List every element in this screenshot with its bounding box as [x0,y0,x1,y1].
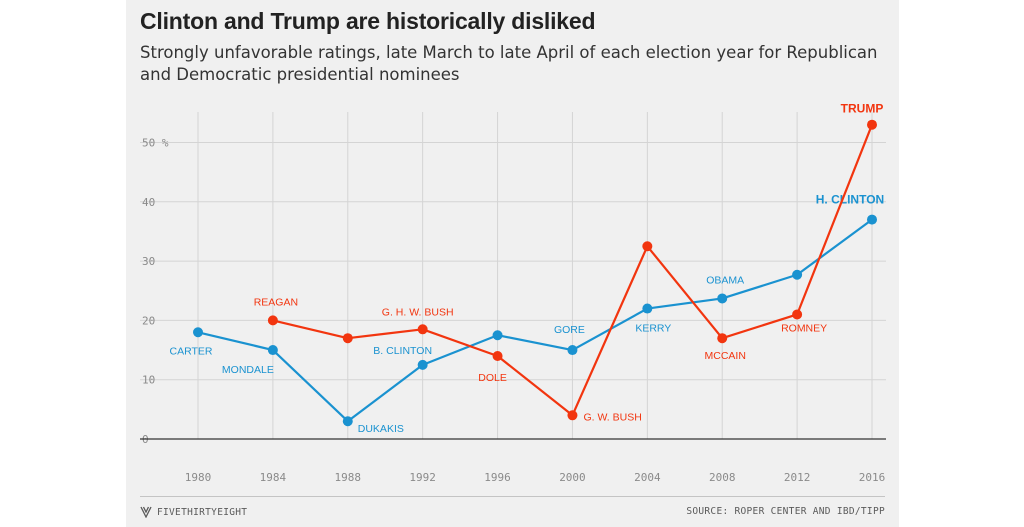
x-tick-label: 2012 [784,471,811,484]
x-tick-label: 1988 [335,471,362,484]
chart-subtitle: Strongly unfavorable ratings, late March… [140,43,878,84]
democratic-point-2000 [567,345,578,356]
democratic-point-1984 [267,345,278,356]
democratic-point-2008 [717,293,728,304]
chart-card: Clinton and Trump are historically disli… [126,0,899,527]
y-tick-label: 20 [142,314,155,327]
chart-title: Clinton and Trump are historically disli… [140,8,596,34]
democratic-label-1988: DUKAKIS [358,423,404,435]
x-tick-label: 2004 [634,471,661,484]
democratic-series-line [197,218,873,423]
source-note: SOURCE: ROPER CENTER AND IBD/TIPP [686,506,885,517]
democratic-point-1992 [417,359,428,370]
democratic-point-1988 [342,416,353,427]
y-tick-label: 10 [142,374,155,387]
democratic-point-1996 [492,330,503,341]
republican-point-2000 [567,410,578,421]
democratic-label-2016: H. CLINTON [816,193,884,207]
democratic-point-1980 [193,327,203,338]
x-tick-label: 2000 [559,471,586,484]
republican-point-1992 [417,324,428,335]
republican-point-1996 [492,350,503,361]
republican-point-1984 [267,315,278,326]
republican-point-2016 [867,119,877,130]
fivethirtyeight-logo-icon [140,506,152,518]
x-tick-label: 2008 [709,471,736,484]
republican-label-2000: G. W. BUSH [583,411,641,423]
y-tick-label: 40 [142,196,155,209]
republican-point-2008 [717,333,728,344]
republican-label-2016: TRUMP [841,102,884,116]
x-tick-label: 1980 [185,471,212,484]
brand-name: FIVETHIRTYEIGHT [157,506,248,518]
republican-label-2008: MCCAIN [705,350,746,362]
republican-label-1996: DOLE [478,372,507,384]
democratic-label-1984: MONDALE [222,364,274,376]
y-tick-label: 30 [142,255,155,268]
x-tick-label: 1996 [484,471,511,484]
line-chart: 01020304050 %198019841988199219962000200… [140,102,886,484]
democratic-point-2004 [642,303,653,314]
brand: FIVETHIRTYEIGHT [140,506,247,518]
democratic-label-2004: KERRY [635,323,671,335]
republican-point-1988 [342,333,353,344]
footer-divider [140,496,885,497]
republican-point-2004 [642,241,653,252]
republican-label-1984: REAGAN [254,296,298,308]
republican-label-1992: G. H. W. BUSH [382,306,454,318]
democratic-label-1992: B. CLINTON [373,345,432,357]
democratic-label-2000: GORE [554,324,585,336]
democratic-label-2008: OBAMA [706,274,744,286]
democratic-label-1980: CARTER [170,345,213,357]
x-tick-label: 1992 [409,471,436,484]
republican-point-2012 [792,309,803,320]
democratic-point-2016 [867,214,877,225]
x-tick-label: 1984 [260,471,287,484]
y-tick-label: 50 % [142,137,169,150]
x-tick-label: 2016 [859,471,886,484]
democratic-point-2012 [792,269,803,280]
republican-label-2012: ROMNEY [781,322,827,334]
